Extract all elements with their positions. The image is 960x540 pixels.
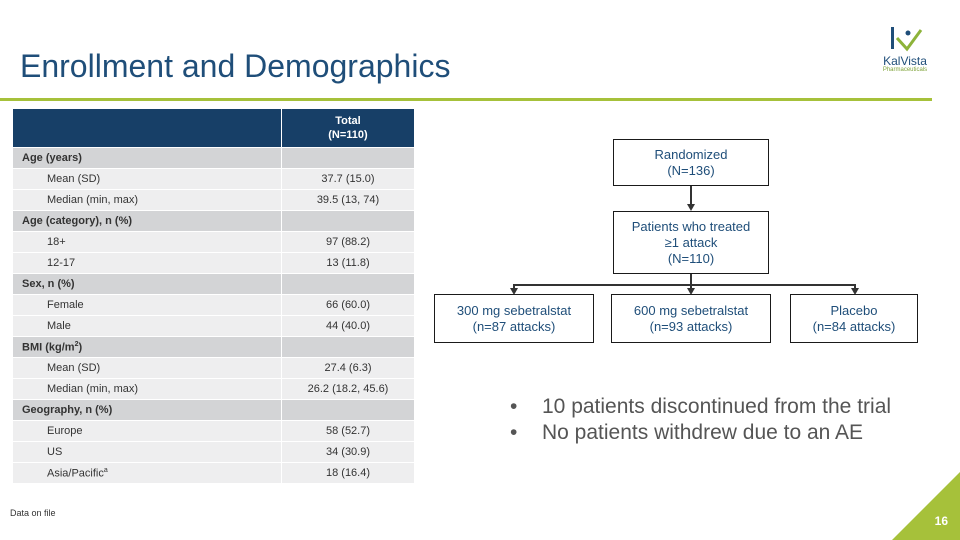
arm-box-placebo: Placebo (n=84 attacks) (790, 294, 918, 343)
row-value: 34 (30.9) (281, 441, 415, 463)
row-value: 97 (88.2) (281, 231, 415, 253)
arrowhead-icon (851, 288, 859, 295)
row-value: 58 (52.7) (281, 420, 415, 442)
treated-box: Patients who treated ≥1 attack (N=110) (613, 211, 769, 274)
row-value: 27.4 (6.3) (281, 357, 415, 379)
arrowhead-icon (687, 288, 695, 295)
logo-subtitle: Pharmaceuticals (882, 67, 928, 73)
branch-line (513, 284, 855, 286)
row-label: Asia/Pacifica (12, 462, 282, 484)
row-label: Female (12, 294, 282, 316)
row-value: 44 (40.0) (281, 315, 415, 337)
table-row: Male 44 (40.0) (12, 315, 415, 337)
row-value: 39.5 (13, 74) (281, 189, 415, 211)
connector-line (690, 186, 692, 205)
demographics-table: Total (N=110) Age (years) Mean (SD) 37.7… (12, 108, 415, 484)
slide-title: Enrollment and Demographics (20, 48, 451, 84)
arm-n: (n=93 attacks) (649, 318, 733, 334)
bullet-text: 10 patients discontinued from the trial (542, 395, 892, 418)
table-row: 18+ 97 (88.2) (12, 231, 415, 253)
row-label: 18+ (12, 231, 282, 253)
table-corner-cell (12, 108, 282, 148)
table-row: Median (min, max) 39.5 (13, 74) (12, 189, 415, 211)
table-row: 12-17 13 (11.8) (12, 252, 415, 274)
bullet-dot-icon: • (510, 395, 518, 418)
arm-label: 600 mg sebetralstat (633, 302, 749, 318)
row-label: Mean (SD) (12, 357, 282, 379)
row-label: US (12, 441, 282, 463)
kalvista-logo: KalVista Pharmaceuticals (872, 24, 938, 82)
row-value: 13 (11.8) (281, 252, 415, 274)
row-value: 18 (16.4) (281, 462, 415, 484)
treated-label: Patients who treated (631, 218, 751, 234)
arrowhead-icon (687, 204, 695, 211)
connector-line (690, 274, 692, 285)
arm-label: Placebo (830, 302, 878, 318)
category-label: Age (category), n (%) (12, 210, 282, 232)
total-header-label: Total (335, 115, 361, 127)
table-category-row: BMI (kg/m2) (12, 336, 415, 358)
treated-criteria: ≥1 attack (664, 234, 718, 250)
title-divider (0, 98, 932, 101)
row-value: 26.2 (18.2, 45.6) (281, 378, 415, 400)
table-row: Mean (SD) 37.7 (15.0) (12, 168, 415, 190)
connector-line (854, 284, 856, 289)
row-label: Male (12, 315, 282, 337)
table-category-row: Sex, n (%) (12, 273, 415, 295)
row-label: Median (min, max) (12, 189, 282, 211)
total-header-n: (N=110) (328, 129, 368, 141)
table-category-row: Geography, n (%) (12, 399, 415, 421)
arm-box-600mg: 600 mg sebetralstat (n=93 attacks) (611, 294, 771, 343)
randomized-label: Randomized (654, 146, 728, 162)
treated-n: (N=110) (667, 250, 715, 266)
arm-label: 300 mg sebetralstat (456, 302, 572, 318)
category-label: Sex, n (%) (12, 273, 282, 295)
table-row: Median (min, max) 26.2 (18.2, 45.6) (12, 378, 415, 400)
table-row: US 34 (30.9) (12, 441, 415, 463)
randomized-box: Randomized (N=136) (613, 139, 769, 186)
table-category-row: Age (years) (12, 147, 415, 169)
row-label: Mean (SD) (12, 168, 282, 190)
arm-box-300mg: 300 mg sebetralstat (n=87 attacks) (434, 294, 594, 343)
row-label: Europe (12, 420, 282, 442)
randomized-n: (N=136) (667, 162, 715, 178)
category-label: Age (years) (12, 147, 282, 169)
connector-line (690, 284, 692, 289)
footnote: Data on file (10, 508, 56, 518)
bullet-list: • 10 patients discontinued from the trial… (510, 395, 891, 447)
arm-n: (n=87 attacks) (472, 318, 556, 334)
row-label: 12-17 (12, 252, 282, 274)
arrowhead-icon (510, 288, 518, 295)
corner-accent (892, 472, 960, 540)
table-row: Asia/Pacifica 18 (16.4) (12, 462, 415, 484)
bullet-item: • No patients withdrew due to an AE (510, 421, 891, 445)
category-label: BMI (kg/m2) (12, 336, 282, 358)
table-row: Female 66 (60.0) (12, 294, 415, 316)
total-column-header: Total (N=110) (281, 108, 415, 148)
bullet-item: • 10 patients discontinued from the trial (510, 395, 891, 419)
row-label: Median (min, max) (12, 378, 282, 400)
arm-n: (n=84 attacks) (812, 318, 896, 334)
bullet-text: No patients withdrew due to an AE (542, 421, 864, 444)
connector-line (513, 284, 515, 289)
row-value: 66 (60.0) (281, 294, 415, 316)
row-value: 37.7 (15.0) (281, 168, 415, 190)
table-row: Mean (SD) 27.4 (6.3) (12, 357, 415, 379)
kalvista-k-icon (891, 27, 923, 52)
bullet-dot-icon: • (510, 421, 518, 444)
logo-name: KalVista (883, 54, 927, 68)
page-number: 16 (934, 514, 948, 528)
table-category-row: Age (category), n (%) (12, 210, 415, 232)
category-label: Geography, n (%) (12, 399, 282, 421)
table-row: Europe 58 (52.7) (12, 420, 415, 442)
